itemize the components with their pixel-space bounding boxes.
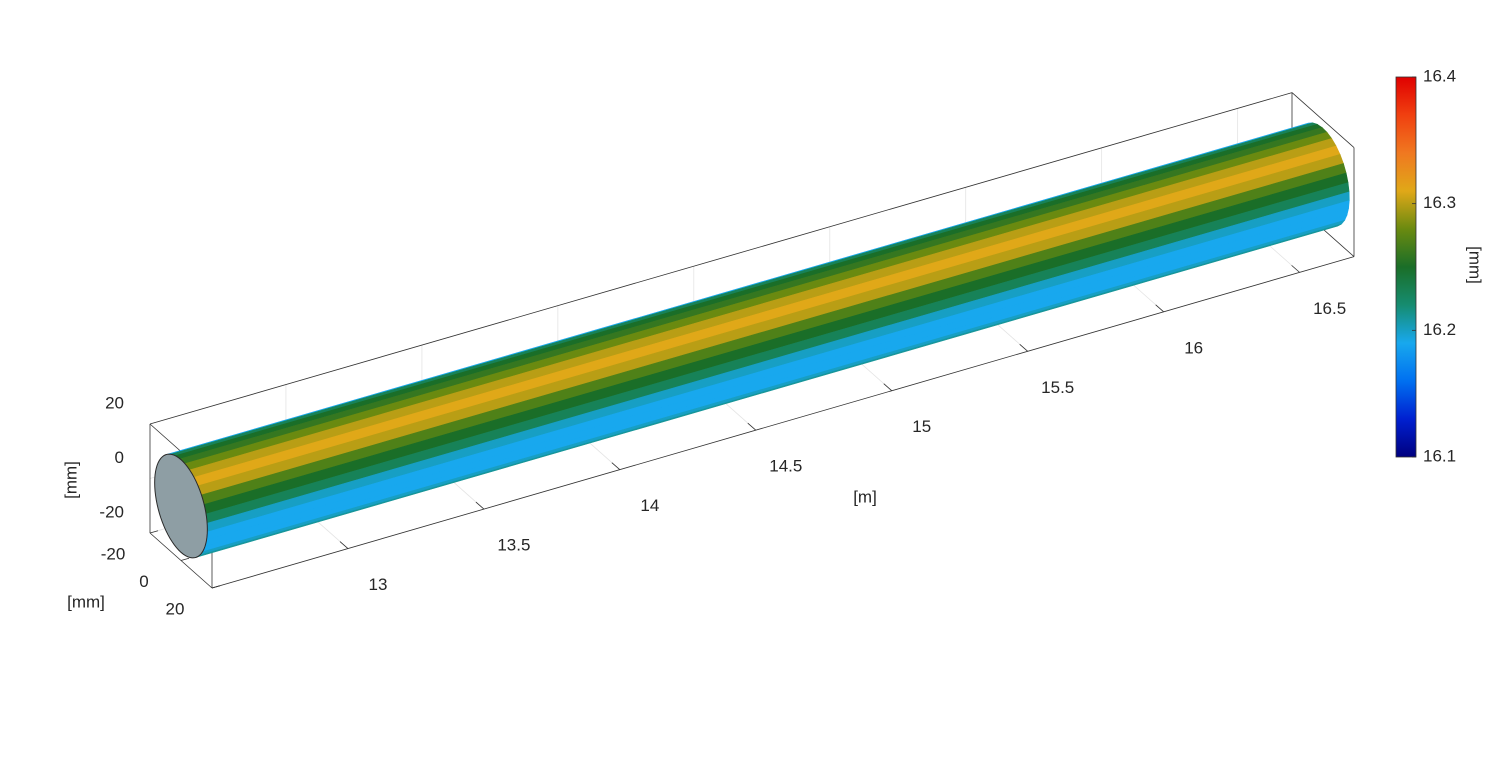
x-tick xyxy=(1019,343,1028,352)
y-tick xyxy=(149,530,159,534)
axis-box-edge xyxy=(149,92,1293,425)
surface-band xyxy=(206,200,1350,541)
pipe-end-cap xyxy=(154,453,208,559)
axis-box-edge xyxy=(1291,92,1355,148)
x-tick-label: 15.5 xyxy=(1041,378,1074,397)
z-tick-label: 20 xyxy=(105,393,124,412)
x-tick xyxy=(1291,265,1300,273)
y-tick-label: 0 xyxy=(139,572,148,591)
x-tick-label: 16 xyxy=(1184,338,1203,357)
surface-band xyxy=(198,219,1346,557)
surface-band xyxy=(179,127,1328,464)
colorbar-label: [mm] xyxy=(1466,246,1485,284)
surface-band xyxy=(204,207,1349,547)
colorbar xyxy=(1395,76,1417,458)
surface-band xyxy=(195,223,1342,558)
x-tick xyxy=(611,462,621,470)
x-tick-label: 14.5 xyxy=(769,457,802,476)
y-axis-label: [mm] xyxy=(67,592,105,611)
surface-band xyxy=(174,123,1323,460)
x-tick xyxy=(883,383,893,392)
x-tick-label: 13.5 xyxy=(497,536,530,555)
x-tick xyxy=(475,501,485,510)
x-tick xyxy=(339,541,349,549)
x-tick-label: 13 xyxy=(368,575,387,594)
surface-band xyxy=(202,214,1348,553)
colorbar-tick-label: 16.1 xyxy=(1423,446,1456,465)
surface-band xyxy=(193,145,1341,487)
x-tick-label: 14 xyxy=(640,496,659,515)
colorbar-tick-label: 16.3 xyxy=(1423,193,1456,212)
surface-band xyxy=(201,163,1347,505)
surface-band xyxy=(169,122,1319,456)
y-tick-label: 20 xyxy=(166,599,185,618)
surface-band xyxy=(197,154,1344,496)
y-tick-label: -20 xyxy=(101,544,126,563)
z-tick-label: 0 xyxy=(115,448,124,467)
colorbar-tick-label: 16.4 xyxy=(1423,66,1456,85)
z-tick-label: -20 xyxy=(99,502,124,521)
surface-band xyxy=(189,138,1337,478)
x-tick xyxy=(747,422,757,431)
z-tick xyxy=(211,585,221,589)
y-tick xyxy=(180,557,190,561)
z-axis-label: [mm] xyxy=(61,461,80,499)
x-tick xyxy=(1155,304,1164,313)
colorbar-tick-label: 16.2 xyxy=(1423,320,1456,339)
x-tick-label: 16.5 xyxy=(1313,299,1346,318)
x-tick-label: 15 xyxy=(912,417,931,436)
surface-band xyxy=(184,131,1333,471)
surface-band xyxy=(206,191,1350,533)
x-axis-label: [m] xyxy=(853,487,877,506)
